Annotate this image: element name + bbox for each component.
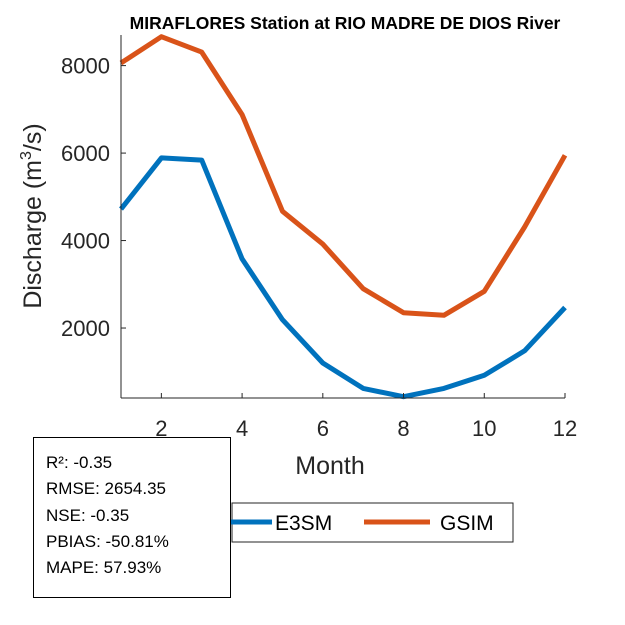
stat-r2: R²: -0.35 bbox=[46, 453, 113, 472]
series-line-gsim bbox=[119, 34, 568, 318]
series-line-e3sm bbox=[119, 155, 567, 400]
series-layer bbox=[119, 34, 568, 400]
x-axis-label: Month bbox=[295, 452, 364, 480]
x-tick-label: 6 bbox=[317, 416, 329, 441]
stat-rmse: RMSE: 2654.35 bbox=[46, 479, 167, 499]
stat-nse: NSE: -0.35 bbox=[46, 505, 130, 525]
legend: E3SM GSIM bbox=[230, 502, 514, 543]
plot-area: 2 4 6 8 10 12 2000 4000 6000 8000 bbox=[61, 34, 577, 441]
x-tick-label: 8 bbox=[397, 416, 409, 441]
legend-label-gsim: GSIM bbox=[440, 512, 494, 535]
stat-pbias: PBIAS: -50.81% bbox=[46, 531, 169, 551]
y-axis-label-sup: 3 bbox=[18, 151, 35, 160]
y-axis-label: Discharge (m3/s) bbox=[18, 123, 47, 308]
y-tick-label: 4000 bbox=[61, 229, 110, 254]
x-ticks: 2 4 6 8 10 12 bbox=[155, 393, 577, 441]
chart-title: MIRAFLORES Station at RIO MADRE DE DIOS … bbox=[130, 13, 561, 33]
plot-frame bbox=[121, 35, 565, 398]
y-tick-label: 2000 bbox=[61, 316, 110, 341]
y-axis-label-tail: /s) bbox=[19, 123, 47, 151]
y-tick-label: 8000 bbox=[61, 54, 110, 79]
y-axis-label-main: Discharge (m bbox=[19, 160, 47, 309]
stats-box: R²: -0.35 RMSE: 2654.35 NSE: -0.35 PBIAS… bbox=[33, 437, 231, 598]
stat-mape: MAPE: 57.93% bbox=[46, 558, 162, 578]
axis-layer bbox=[120, 35, 565, 399]
y-tick-label: 6000 bbox=[61, 141, 110, 166]
legend-label-e3sm: E3SM bbox=[275, 512, 332, 535]
y-ticks: 2000 4000 6000 8000 bbox=[61, 54, 126, 341]
x-tick-label: 2 bbox=[155, 416, 167, 441]
x-tick-label: 12 bbox=[553, 416, 577, 441]
x-tick-label: 10 bbox=[472, 416, 496, 441]
x-tick-label: 4 bbox=[236, 416, 248, 441]
